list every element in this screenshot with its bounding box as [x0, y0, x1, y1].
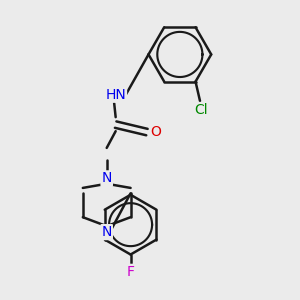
Text: O: O — [150, 125, 161, 139]
Text: F: F — [127, 265, 135, 279]
Text: Cl: Cl — [195, 103, 208, 117]
Text: N: N — [101, 171, 112, 185]
Text: N: N — [101, 225, 112, 239]
Text: HN: HN — [105, 88, 126, 102]
